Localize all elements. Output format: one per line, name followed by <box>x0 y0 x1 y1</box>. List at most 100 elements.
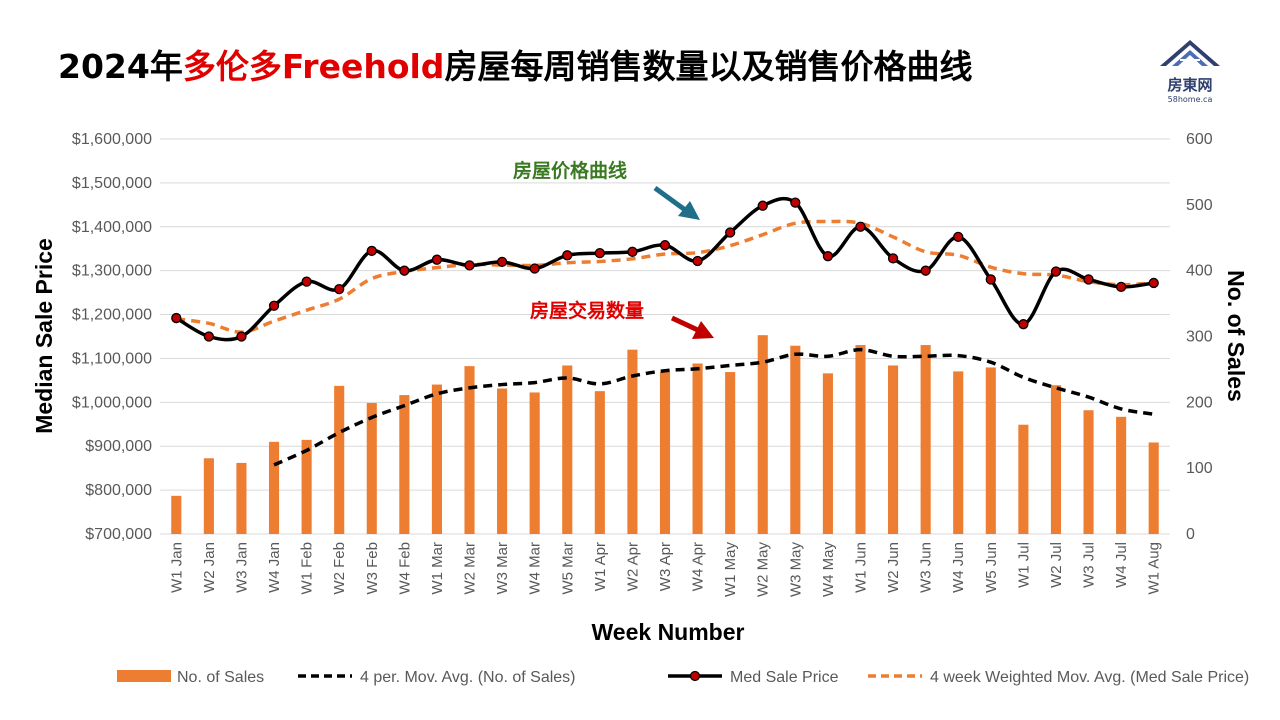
price-marker <box>725 227 736 238</box>
bar <box>757 335 768 534</box>
x-tick-label: W1 May <box>722 542 739 598</box>
x-tick-label: W1 Feb <box>299 542 316 595</box>
x-tick-label: W2 Jul <box>1048 542 1065 588</box>
x-tick-label: W1 Jan <box>168 542 185 593</box>
y2-tick-label: 500 <box>1186 197 1213 214</box>
x-tick-label: W2 May <box>755 542 772 598</box>
title-part-desc: 房屋每周销售数量以及销售价格曲线 <box>444 47 973 86</box>
x-tick-label: W2 Apr <box>624 542 641 591</box>
logo-name: 房東网 <box>1167 76 1213 94</box>
bar <box>529 392 540 534</box>
price-marker <box>659 240 671 251</box>
x-tick-label: W1 Apr <box>592 542 609 591</box>
y-tick-label: $1,200,000 <box>72 307 152 324</box>
x-tick-label: W3 Jan <box>233 542 250 593</box>
y-tick-label: $700,000 <box>85 526 152 543</box>
price-annotation-arrow <box>653 185 700 220</box>
price-marker <box>399 265 410 276</box>
price-marker <box>496 256 508 268</box>
left-axis-ticks: $1,600,000 $1,500,000 $1,400,000 $1,300,000… <box>72 131 152 543</box>
bar <box>725 372 736 534</box>
title-part-city: 多伦多Freehold <box>182 47 445 86</box>
y-tick-label: $1,600,000 <box>72 131 152 148</box>
x-tick-label: W4 Jul <box>1113 542 1130 588</box>
series-line-sales-avg <box>273 347 1154 467</box>
price-marker <box>1050 266 1062 277</box>
y2-tick-label: 0 <box>1186 526 1195 543</box>
y-tick-label: $1,300,000 <box>72 263 152 280</box>
y-tick-label: $1,500,000 <box>72 175 152 192</box>
x-tick-label: W1 Mar <box>429 542 446 595</box>
series-line-price <box>175 196 1154 342</box>
price-curve-annotation: 房屋价格曲线 <box>513 159 627 182</box>
x-tick-label: W3 Apr <box>657 542 674 591</box>
y-tick-label: $1,400,000 <box>72 219 152 236</box>
y-tick-label: $1,000,000 <box>72 394 152 411</box>
bar <box>1148 442 1159 534</box>
x-tick-label: W1 Jun <box>852 542 869 593</box>
x-tick-label: W4 Jan <box>266 542 283 593</box>
x-tick-label: W3 Jun <box>918 542 935 593</box>
bar <box>497 388 508 534</box>
bar <box>1116 416 1127 534</box>
legend-swatch-price-marker <box>689 670 701 682</box>
x-tick-label: W2 Jun <box>885 542 902 593</box>
x-axis-title: Week Number <box>592 619 745 645</box>
bar <box>268 441 280 534</box>
price-marker <box>953 231 964 243</box>
y2-tick-label: 300 <box>1186 329 1213 346</box>
bar <box>920 345 931 534</box>
bar <box>366 402 377 534</box>
price-marker <box>366 245 377 257</box>
legend-swatch-sales-bars <box>117 670 171 682</box>
price-marker <box>236 331 247 342</box>
price-marker <box>1083 274 1094 285</box>
price-marker <box>887 253 899 264</box>
y2-tick-label: 100 <box>1186 460 1213 477</box>
bar <box>659 372 671 534</box>
bar <box>692 363 703 534</box>
x-tick-label: W4 Apr <box>690 542 707 591</box>
price-marker <box>562 250 573 261</box>
price-marker <box>822 251 834 262</box>
y2-tick-label: 400 <box>1186 263 1213 280</box>
x-tick-label: W2 Mar <box>462 542 479 595</box>
series-line-price-avg <box>176 219 1154 334</box>
y-axis-title: Median Sale Price <box>31 238 57 434</box>
y2-tick-label: 200 <box>1186 394 1213 411</box>
price-marker <box>1148 277 1159 289</box>
series-lines <box>171 196 1159 467</box>
house-logo-icon <box>1160 40 1220 66</box>
price-marker <box>627 246 638 257</box>
price-marker <box>855 221 866 232</box>
title-part-year: 2024年 <box>58 47 183 86</box>
legend-label-sales-avg: 4 per. Mov. Avg. (No. of Sales) <box>360 669 576 686</box>
x-tick-label: W4 Mar <box>527 542 544 595</box>
sales-annotation-arrow <box>670 315 714 339</box>
bar <box>562 365 573 534</box>
bar <box>594 391 605 534</box>
x-tick-label: W4 Feb <box>396 542 413 595</box>
bar <box>1018 424 1029 534</box>
price-marker <box>301 276 312 287</box>
legend: No. of Sales 4 per. Mov. Avg. (No. of Sa… <box>117 669 1249 686</box>
right-axis-ticks: 600 500 400 300 200 100 0 <box>1186 131 1213 543</box>
y-tick-label: $900,000 <box>85 438 152 455</box>
price-marker <box>920 265 931 276</box>
bar <box>627 349 638 534</box>
price-marker <box>529 263 540 274</box>
x-tick-label: W2 Feb <box>331 542 348 595</box>
x-tick-label: W2 Jan <box>201 542 218 593</box>
price-marker <box>464 260 475 271</box>
y2-tick-label: 600 <box>1186 131 1213 148</box>
bar <box>464 366 475 534</box>
bar <box>203 458 214 534</box>
x-tick-label: W5 Jun <box>983 542 1000 593</box>
price-marker <box>757 200 768 211</box>
bar <box>399 395 410 534</box>
legend-label-price: Med Sale Price <box>730 669 839 686</box>
bar <box>1083 410 1094 534</box>
x-tick-label: W1 Jul <box>1015 542 1032 588</box>
x-tick-label: W1 Aug <box>1146 542 1163 595</box>
